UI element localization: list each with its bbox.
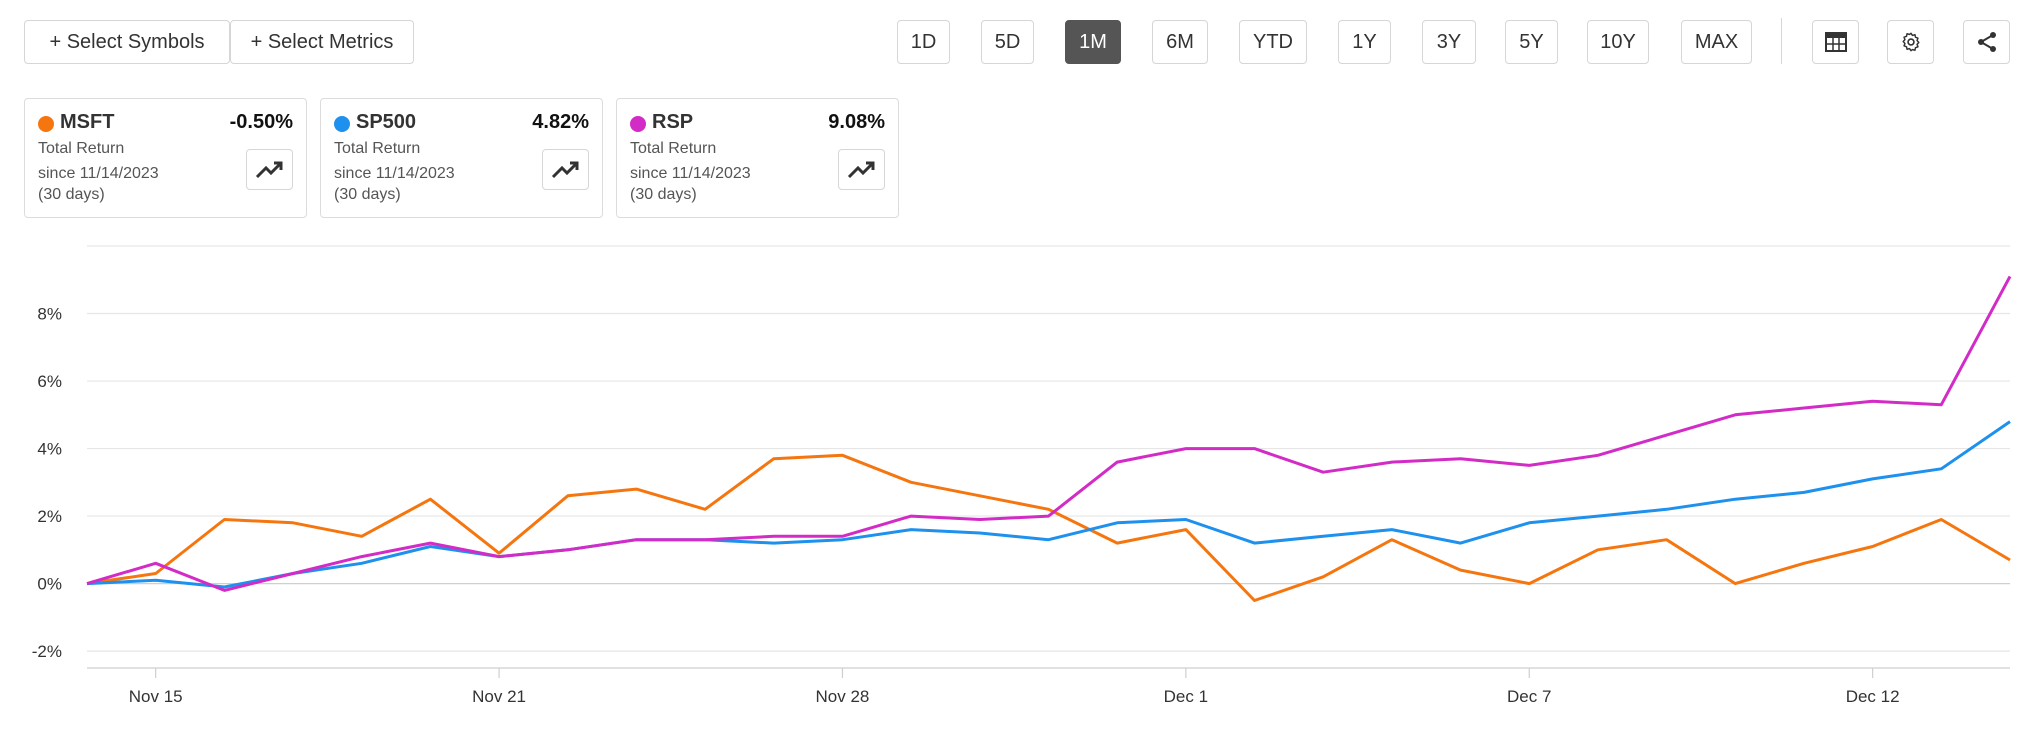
total-return-value: 9.08% <box>828 111 885 133</box>
series-color-dot <box>630 116 646 132</box>
symbol-card-rsp[interactable]: RSP 9.08% Total Return since 11/14/2023 … <box>616 98 899 218</box>
toolbar-divider <box>1781 18 1782 64</box>
total-return-value: -0.50% <box>229 111 293 133</box>
total-return-line-chart: -2% 0% 2% 4% 6% 8% Nov 15 Nov 21 Nov 28 Dec 1 Dec… <box>32 245 2012 706</box>
trend-button[interactable] <box>838 149 885 190</box>
y-tick-label: 2% <box>37 507 62 526</box>
y-tick-label: 6% <box>37 372 62 391</box>
metric-label: Total Return <box>38 140 125 157</box>
symbol-name: RSP <box>652 111 694 133</box>
symbol-name: SP500 <box>356 111 417 133</box>
series-line-rsp <box>86 275 2012 592</box>
trend-up-icon <box>847 161 874 178</box>
y-tick-label: 8% <box>37 305 62 324</box>
range-3y-button[interactable]: 3Y <box>1422 20 1476 64</box>
share-icon <box>1977 32 1996 52</box>
range-5y-button[interactable]: 5Y <box>1505 20 1558 64</box>
range-1m-button[interactable]: 1M <box>1065 20 1121 64</box>
total-return-value: 4.82% <box>532 111 589 133</box>
range-1d-button[interactable]: 1D <box>897 20 950 64</box>
symbol-card-msft[interactable]: MSFT -0.50% Total Return since 11/14/202… <box>24 98 307 218</box>
x-tick-label: Nov 15 <box>129 687 183 706</box>
x-tick-label: Dec 1 <box>1164 687 1208 706</box>
x-tick-label: Dec 7 <box>1507 687 1551 706</box>
days-count: (30 days) <box>630 186 697 203</box>
metric-label: Total Return <box>630 140 717 157</box>
since-date: since 11/14/2023 <box>334 165 455 182</box>
trend-button[interactable] <box>246 149 293 190</box>
select-metrics-button[interactable]: + Select Metrics <box>230 20 414 64</box>
range-10y-button[interactable]: 10Y <box>1587 20 1649 64</box>
x-tick-label: Nov 21 <box>472 687 526 706</box>
select-symbols-button[interactable]: + Select Symbols <box>24 20 230 64</box>
since-date: since 11/14/2023 <box>630 165 751 182</box>
series-line-sp500 <box>86 420 2011 589</box>
settings-button[interactable] <box>1887 20 1934 64</box>
range-ytd-button[interactable]: YTD <box>1239 20 1307 64</box>
trend-up-icon <box>551 161 578 178</box>
trend-up-icon <box>255 161 282 178</box>
y-tick-label: -2% <box>32 642 62 661</box>
x-tick-label: Dec 12 <box>1846 687 1900 706</box>
share-button[interactable] <box>1963 20 2010 64</box>
series-color-dot <box>38 116 54 132</box>
symbol-name: MSFT <box>60 111 115 133</box>
y-tick-label: 0% <box>37 575 62 594</box>
range-6m-button[interactable]: 6M <box>1152 20 1208 64</box>
symbol-card-sp500[interactable]: SP500 4.82% Total Return since 11/14/202… <box>320 98 603 218</box>
series-color-dot <box>334 116 350 132</box>
series-line-msft <box>86 453 2011 602</box>
days-count: (30 days) <box>38 186 105 203</box>
range-1y-button[interactable]: 1Y <box>1338 20 1391 64</box>
days-count: (30 days) <box>334 186 401 203</box>
table-icon <box>1824 32 1847 52</box>
trend-button[interactable] <box>542 149 589 190</box>
table-view-button[interactable] <box>1812 20 1859 64</box>
metric-label: Total Return <box>334 140 421 157</box>
range-5d-button[interactable]: 5D <box>981 20 1034 64</box>
y-tick-label: 4% <box>37 440 62 459</box>
range-max-button[interactable]: MAX <box>1681 20 1752 64</box>
since-date: since 11/14/2023 <box>38 165 159 182</box>
gear-icon <box>1901 32 1920 52</box>
x-tick-label: Nov 28 <box>816 687 870 706</box>
